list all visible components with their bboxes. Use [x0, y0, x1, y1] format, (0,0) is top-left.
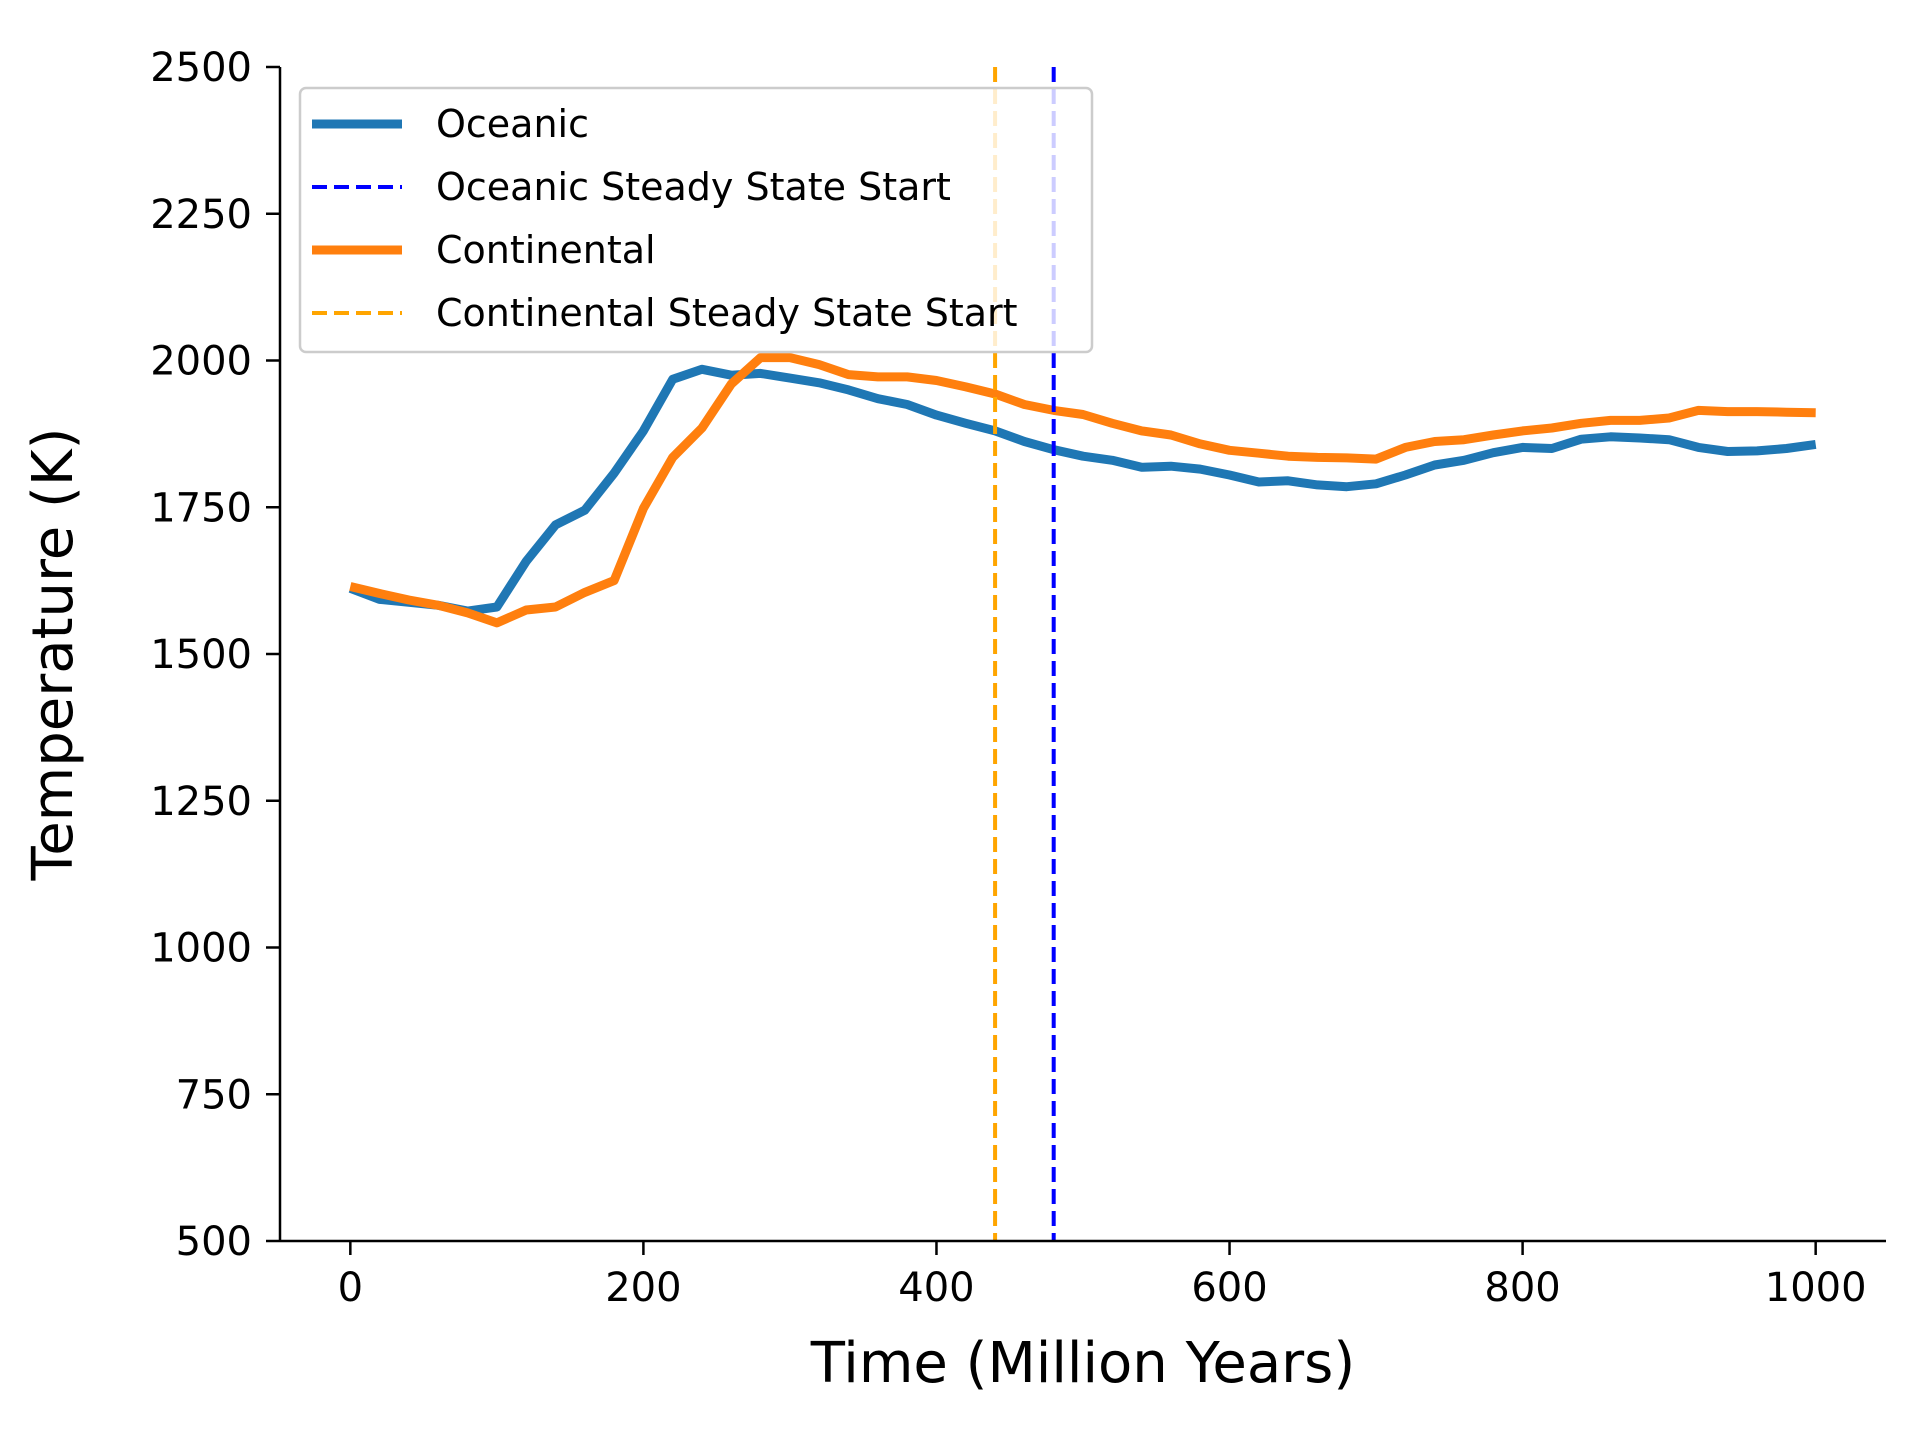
- legend-box: [298, 86, 1094, 354]
- x-tick-label: 400: [898, 1265, 974, 1311]
- x-axis-label: Time (Million Years): [810, 1331, 1355, 1396]
- series-line-oceanic: [348, 364, 1817, 616]
- legend-label: Continental Steady State Start: [436, 291, 1018, 335]
- x-tick-label: 0: [338, 1265, 363, 1311]
- y-tick-label: 2250: [150, 192, 252, 238]
- plot-area: [348, 67, 1817, 1241]
- legend: Oceanic Oceanic Steady State Start Contine…: [298, 86, 1094, 354]
- y-tick-label: 1000: [150, 926, 252, 972]
- y-tick-label: 1500: [150, 632, 252, 678]
- x-tick-label: 1000: [1765, 1265, 1867, 1311]
- x-tick-label: 600: [1191, 1265, 1267, 1311]
- y-tick-label: 750: [176, 1072, 252, 1118]
- y-tick-label: 500: [176, 1219, 252, 1265]
- y-tick-label: 2500: [150, 45, 252, 91]
- series-line-continental: [349, 353, 1816, 628]
- y-axis-label: Temperature (K): [21, 428, 86, 882]
- y-tick-label: 2000: [150, 339, 252, 385]
- y-tick-label: 1750: [150, 485, 252, 531]
- x-tick-label: 200: [605, 1265, 681, 1311]
- legend-label: Oceanic: [436, 102, 589, 146]
- legend-label: Oceanic Steady State Start: [436, 165, 951, 209]
- x-tick-label: 800: [1484, 1265, 1560, 1311]
- y-tick-label: 1250: [150, 779, 252, 825]
- axes: 0 200 400 600 800 1000 500 750 1000 1250 1500 1750 2…: [150, 45, 1886, 1311]
- legend-label: Continental: [436, 228, 656, 272]
